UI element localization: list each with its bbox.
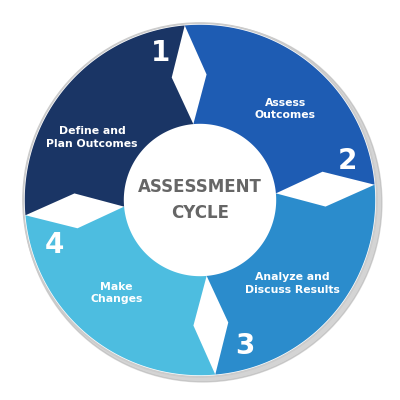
Circle shape: [132, 132, 268, 268]
Text: ASSESSMENT
CYCLE: ASSESSMENT CYCLE: [138, 178, 262, 222]
Text: 2: 2: [338, 146, 357, 174]
Text: 4: 4: [44, 230, 64, 258]
Text: Analyze and
Discuss Results: Analyze and Discuss Results: [245, 272, 340, 295]
Polygon shape: [26, 207, 215, 375]
Text: Make
Changes: Make Changes: [90, 282, 143, 304]
Polygon shape: [25, 26, 193, 215]
Circle shape: [24, 24, 382, 382]
Text: Assess
Outcomes: Assess Outcomes: [254, 98, 316, 120]
Polygon shape: [185, 25, 374, 193]
Circle shape: [25, 25, 375, 375]
Polygon shape: [207, 185, 375, 374]
Text: Define and
Plan Outcomes: Define and Plan Outcomes: [46, 126, 138, 149]
Circle shape: [23, 23, 377, 377]
Text: 1: 1: [151, 39, 170, 67]
Text: 3: 3: [235, 332, 254, 360]
